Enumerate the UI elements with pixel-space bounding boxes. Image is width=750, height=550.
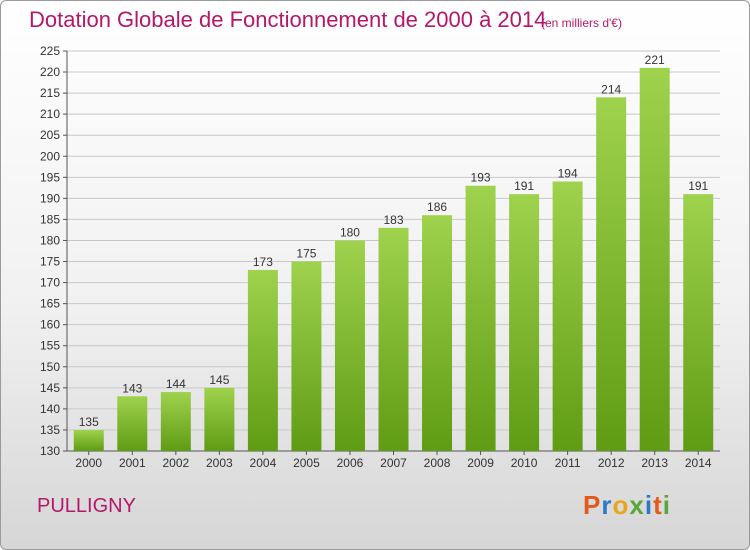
value-label-2011: 194: [558, 167, 578, 181]
bar-2004: [247, 269, 278, 451]
y-tick-label: 220: [40, 65, 60, 79]
value-label-2007: 183: [383, 213, 403, 227]
bar-2010: [509, 194, 540, 451]
y-tick-label: 195: [40, 170, 60, 184]
y-tick-label: 225: [40, 44, 60, 58]
y-tick-label: 165: [40, 297, 60, 311]
value-label-2009: 193: [471, 171, 491, 185]
y-tick-label: 140: [40, 402, 60, 416]
commune-name: PULLIGNY: [37, 495, 136, 517]
x-tick-label-2004: 2004: [250, 456, 277, 470]
value-label-2000: 135: [79, 415, 99, 429]
x-tick-label-2003: 2003: [206, 456, 233, 470]
x-tick-label-2006: 2006: [337, 456, 364, 470]
value-label-2005: 175: [296, 247, 316, 261]
value-labels: 135 143 144 145 173 175 180 183 186 193 191 194 214 2…: [79, 53, 709, 429]
bar-2000: [73, 429, 104, 451]
logo-letter: x: [629, 490, 645, 520]
bar-2007: [378, 227, 409, 451]
value-label-2006: 180: [340, 225, 360, 239]
y-tick-label: 135: [40, 423, 60, 437]
value-label-2010: 191: [514, 179, 534, 193]
value-label-2003: 145: [209, 373, 229, 387]
value-label-2001: 143: [122, 381, 142, 395]
x-tick-label-2011: 2011: [555, 456, 581, 470]
y-tick-label: 160: [40, 318, 60, 332]
y-tick-label: 155: [40, 339, 60, 353]
x-tick-label-2000: 2000: [75, 456, 102, 470]
bar-2014: [683, 194, 714, 451]
bars: [73, 67, 714, 452]
bar-2009: [465, 185, 496, 451]
logo-letter: t: [653, 490, 663, 520]
y-tick-label: 170: [40, 276, 60, 290]
y-tick-label: 145: [40, 381, 60, 395]
logo-letter: i: [644, 490, 654, 520]
x-tick-label-2014: 2014: [685, 456, 712, 470]
value-label-2012: 214: [601, 82, 621, 96]
value-label-2013: 221: [645, 53, 665, 67]
bar-2002: [160, 392, 191, 451]
y-tick-label: 200: [40, 149, 60, 163]
x-tick-label-2007: 2007: [380, 456, 407, 470]
value-label-2002: 144: [166, 377, 186, 391]
y-tick-label: 190: [40, 191, 60, 205]
bar-2001: [117, 396, 148, 451]
x-tick-label-2010: 2010: [511, 456, 538, 470]
x-tick-label-2012: 2012: [598, 456, 625, 470]
logo-letter: o: [612, 490, 630, 520]
y-tick-label: 215: [40, 86, 60, 100]
y-tick-label: 205: [40, 128, 60, 142]
value-label-2008: 186: [427, 200, 447, 214]
bar-2012: [596, 97, 627, 451]
proxiti-logo: Proxiti: [583, 490, 671, 521]
x-tick-label-2002: 2002: [162, 456, 189, 470]
x-tick-label-2008: 2008: [424, 456, 451, 470]
logo-letter: P: [583, 490, 602, 520]
x-tick-label-2013: 2013: [641, 456, 668, 470]
y-tick-label: 185: [40, 212, 60, 226]
logo-letter: i: [662, 490, 671, 520]
chart-subtitle: (en milliers d'€): [541, 16, 622, 30]
value-label-2014: 191: [688, 179, 708, 193]
y-tick-label: 175: [40, 255, 60, 269]
bar-2008: [422, 215, 453, 451]
y-tick-label: 180: [40, 233, 60, 247]
chart-title: Dotation Globale de Fonctionnement de 20…: [29, 7, 547, 32]
bar-2011: [552, 181, 583, 452]
bar-2013: [639, 67, 670, 451]
bar-2003: [204, 387, 235, 451]
y-tick-label: 150: [40, 360, 60, 374]
logo-letter: r: [601, 490, 613, 520]
bar-2005: [291, 261, 322, 451]
axes: 130 135 140 145 150 155 160 165 170 175 180 185 190 1…: [40, 44, 720, 470]
x-tick-label-2009: 2009: [467, 456, 494, 470]
value-label-2004: 173: [253, 255, 273, 269]
x-tick-label-2005: 2005: [293, 456, 320, 470]
bar-2006: [334, 240, 365, 451]
x-tick-label-2001: 2001: [119, 456, 146, 470]
y-tick-label: 210: [40, 107, 60, 121]
y-tick-label: 130: [40, 444, 60, 458]
